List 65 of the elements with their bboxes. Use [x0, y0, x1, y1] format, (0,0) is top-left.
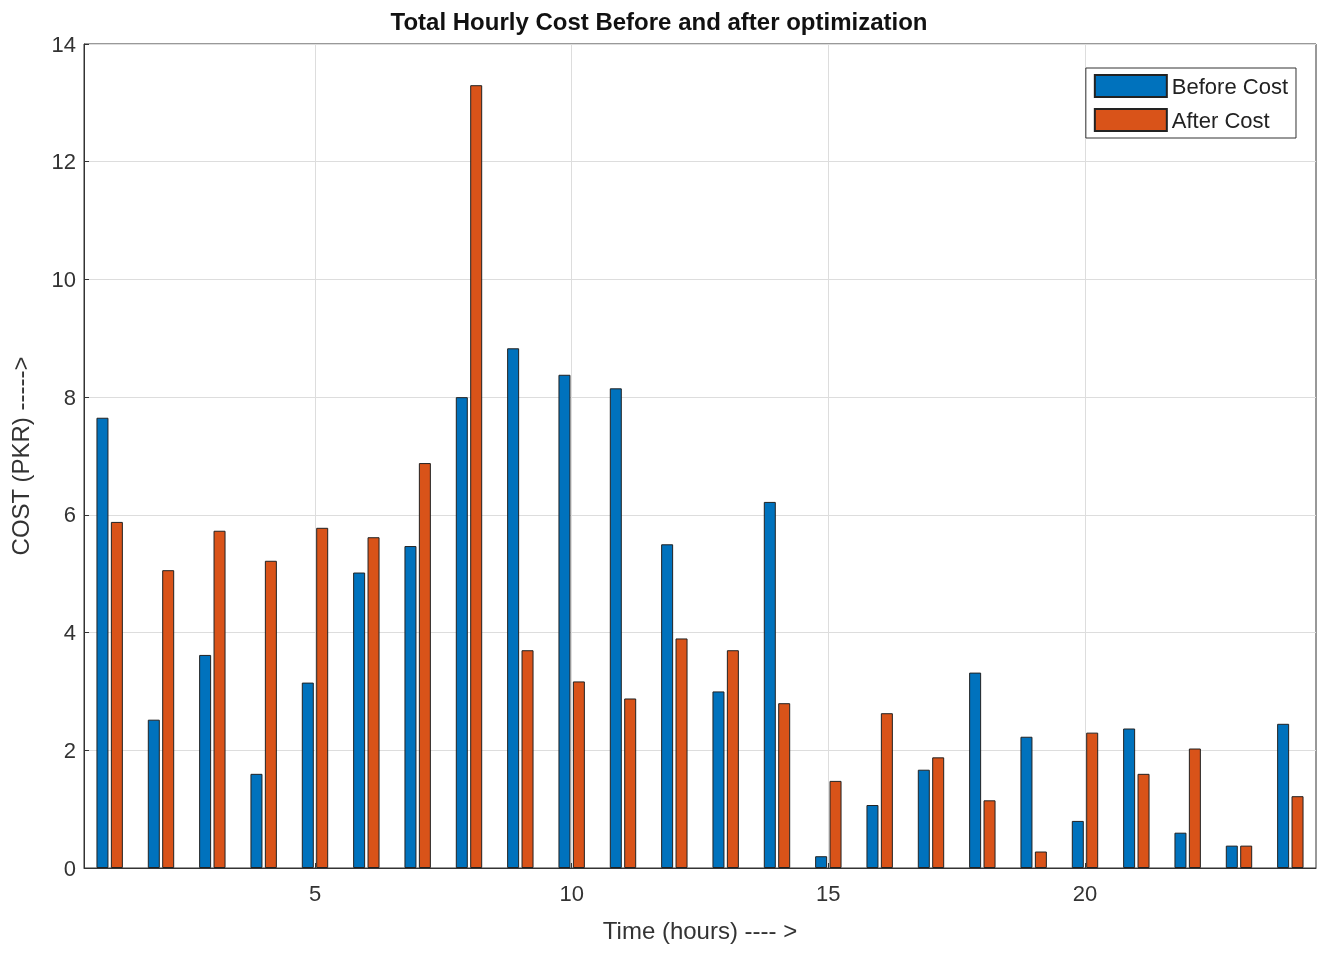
bar [147, 719, 160, 868]
chart-title: Total Hourly Cost Before and after optimization [390, 7, 928, 35]
y-tick-label: 10 [51, 266, 76, 292]
bar [521, 650, 534, 868]
bar [866, 805, 879, 868]
bar [609, 388, 622, 868]
bar [470, 85, 483, 868]
legend-label: After Cost [1171, 107, 1270, 133]
x-tick-label: 15 [816, 880, 841, 906]
bar [815, 856, 828, 868]
bar [983, 800, 996, 868]
bar [1137, 773, 1150, 868]
bar [264, 560, 277, 868]
bar [162, 570, 175, 868]
bar [572, 681, 585, 868]
bar [1071, 820, 1084, 868]
bar [1277, 723, 1290, 868]
y-tick-label: 8 [63, 384, 76, 410]
bar [1188, 748, 1201, 868]
bar [932, 757, 945, 868]
bar [917, 769, 930, 868]
bar [778, 703, 791, 868]
bar [712, 691, 725, 868]
y-axis-title: COST (PKR) -----> [6, 356, 34, 556]
bar [829, 780, 842, 868]
bar [404, 546, 417, 868]
y-tick-label: 6 [63, 502, 76, 528]
bar [1291, 796, 1304, 868]
bar [96, 417, 109, 868]
x-tick-label: 10 [559, 880, 584, 906]
bar [353, 572, 366, 868]
bar [675, 638, 688, 868]
bar [661, 544, 674, 868]
x-tick-label: 5 [308, 880, 322, 906]
legend-label: Before Cost [1171, 73, 1289, 99]
bar [726, 650, 739, 868]
bar [455, 397, 468, 868]
y-tick-label: 12 [51, 149, 76, 175]
bar [969, 672, 982, 868]
bar [1240, 845, 1253, 868]
bar [418, 463, 431, 868]
x-tick-label: 20 [1072, 880, 1098, 906]
bar [1020, 736, 1033, 868]
bar [199, 654, 212, 868]
bar [1086, 732, 1099, 868]
bar [558, 374, 571, 868]
bar [1123, 728, 1136, 868]
bar [507, 348, 520, 868]
bar [301, 682, 314, 868]
bar [213, 530, 226, 868]
bar [367, 537, 380, 868]
y-tick-label: 0 [63, 855, 76, 881]
bar [1225, 845, 1238, 868]
bar [110, 521, 123, 868]
bar [250, 773, 263, 868]
bar [880, 713, 893, 868]
x-axis-title: Time (hours) ---- > [602, 916, 798, 944]
y-tick-label: 4 [63, 620, 76, 646]
y-tick-label: 2 [63, 737, 76, 763]
bar [1174, 832, 1187, 868]
bar [624, 698, 637, 868]
y-tick-label: 14 [51, 31, 76, 57]
bar [1034, 851, 1047, 868]
bar [316, 527, 329, 868]
bar [763, 501, 776, 868]
